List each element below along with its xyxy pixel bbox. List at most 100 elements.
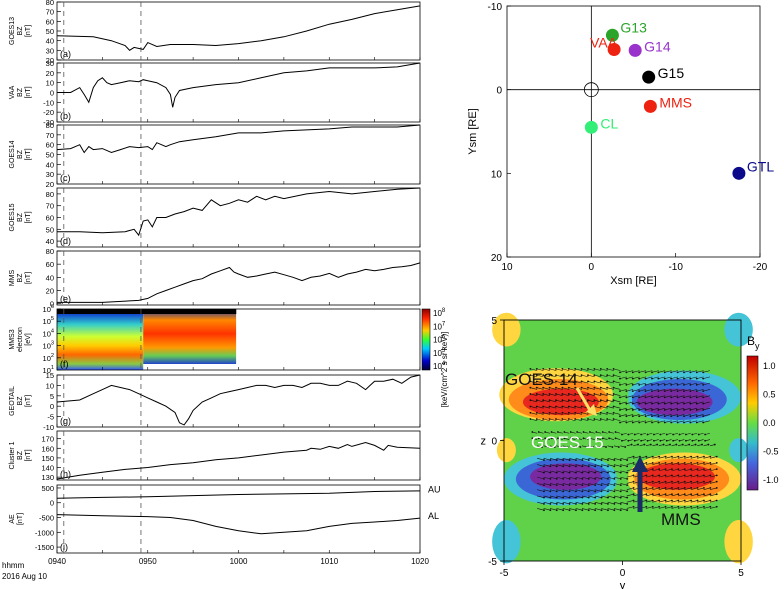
field-vector-head <box>600 477 603 480</box>
heatmap-contour <box>492 520 521 564</box>
y-axis-label: VAA <box>9 85 16 99</box>
field-vector-head <box>656 443 659 446</box>
field-vector-head <box>574 411 577 414</box>
field-vector-head <box>689 396 692 399</box>
field-vector <box>607 381 615 384</box>
spacecraft-point-g14 <box>628 43 642 57</box>
field-vector <box>562 501 570 505</box>
field-vector <box>639 395 647 398</box>
field-vector <box>683 420 691 423</box>
field-vector-head <box>619 390 621 393</box>
field-vector <box>594 501 602 505</box>
field-vector-head <box>555 374 557 377</box>
panel-4: 40 50 60 70 80 GOES15 BZ [nT] (d) <box>9 187 421 248</box>
y-tick-label: 80 <box>46 190 54 199</box>
field-vector <box>658 456 666 459</box>
y-tick-label: -5 <box>488 557 497 568</box>
field-vector-head <box>600 490 603 493</box>
field-vector-head <box>671 455 673 458</box>
field-vector-head <box>619 396 621 399</box>
field-vector-head <box>555 503 558 505</box>
y-tick-label: -10 <box>43 98 54 107</box>
field-vector <box>600 399 608 403</box>
field-vector-head <box>529 411 532 414</box>
field-vector-head <box>619 409 621 411</box>
field-vector-head <box>651 499 654 502</box>
field-vector-head <box>696 461 699 464</box>
field-vector-head <box>562 503 565 505</box>
field-vector-head <box>594 490 597 493</box>
field-vector-head <box>542 418 545 420</box>
field-vector-head <box>619 477 622 480</box>
field-vector-head <box>657 390 660 393</box>
field-vector-head <box>542 367 545 370</box>
field-vector-head <box>689 390 692 393</box>
series-line <box>57 262 421 303</box>
field-vector-head <box>696 505 699 508</box>
x-tick-label: 1000 <box>230 557 248 566</box>
field-vector-head <box>555 465 558 468</box>
field-vector <box>645 493 653 497</box>
field-vector-head <box>562 459 565 461</box>
field-vector <box>549 406 557 409</box>
field-vector-head <box>619 421 621 424</box>
field-vector-head <box>625 402 628 405</box>
field-vector <box>549 489 557 492</box>
series-line <box>56 374 421 426</box>
field-vector <box>575 464 583 467</box>
field-vector-head <box>563 431 566 433</box>
field-vector-head <box>665 433 668 436</box>
field-vector <box>697 493 705 497</box>
field-vector-head <box>606 393 609 395</box>
field-vector-head <box>683 421 685 424</box>
field-vector <box>665 487 673 490</box>
field-vector-head <box>715 499 718 502</box>
field-vector-head <box>569 431 572 433</box>
field-vector-head <box>651 480 654 483</box>
field-vector-head <box>715 480 718 483</box>
field-vector-head <box>651 409 653 411</box>
field-vector <box>703 506 711 509</box>
field-vector-head <box>670 421 673 424</box>
field-vector <box>543 483 551 486</box>
field-vector <box>626 462 634 465</box>
field-vector <box>619 407 627 411</box>
field-vector <box>607 374 615 378</box>
field-vector-head <box>612 418 615 420</box>
field-vector <box>549 508 557 511</box>
field-vector <box>549 387 557 390</box>
field-vector-head <box>561 405 564 408</box>
field-vector-head <box>600 471 603 474</box>
field-vector-head <box>658 461 661 464</box>
field-vector-head <box>696 493 699 496</box>
y-axis-label: [nT] <box>25 86 32 98</box>
field-vector-head <box>709 461 712 464</box>
spacecraft-label-vaa: VAA <box>590 35 618 51</box>
field-vector-head <box>587 496 590 499</box>
y-axis-label: GOES15 <box>9 203 16 231</box>
field-vector-head <box>543 477 545 480</box>
colorbar-tick-label: 1.0 <box>763 361 776 371</box>
field-vector-head <box>548 386 551 389</box>
field-vector <box>555 418 563 422</box>
field-vector <box>575 495 583 498</box>
field-vector-head <box>645 461 648 464</box>
field-vector-head <box>709 493 712 496</box>
field-vector <box>690 462 698 465</box>
field-vector-head <box>550 437 553 440</box>
colorbar-tick-label: 108 <box>433 308 446 318</box>
field-vector-head <box>613 503 616 505</box>
field-vector-head <box>709 505 712 508</box>
field-vector-head <box>619 377 621 380</box>
colorbar-tick-label: 0.5 <box>763 390 776 400</box>
field-vector <box>671 395 679 398</box>
field-vector-head <box>598 446 601 448</box>
field-vector <box>690 407 698 411</box>
series-line-au <box>56 490 421 499</box>
field-vector-head <box>549 503 552 505</box>
field-vector <box>690 376 698 379</box>
field-vector <box>536 387 544 390</box>
field-vector <box>562 483 570 486</box>
field-vector <box>530 412 538 415</box>
field-vector <box>639 376 647 379</box>
